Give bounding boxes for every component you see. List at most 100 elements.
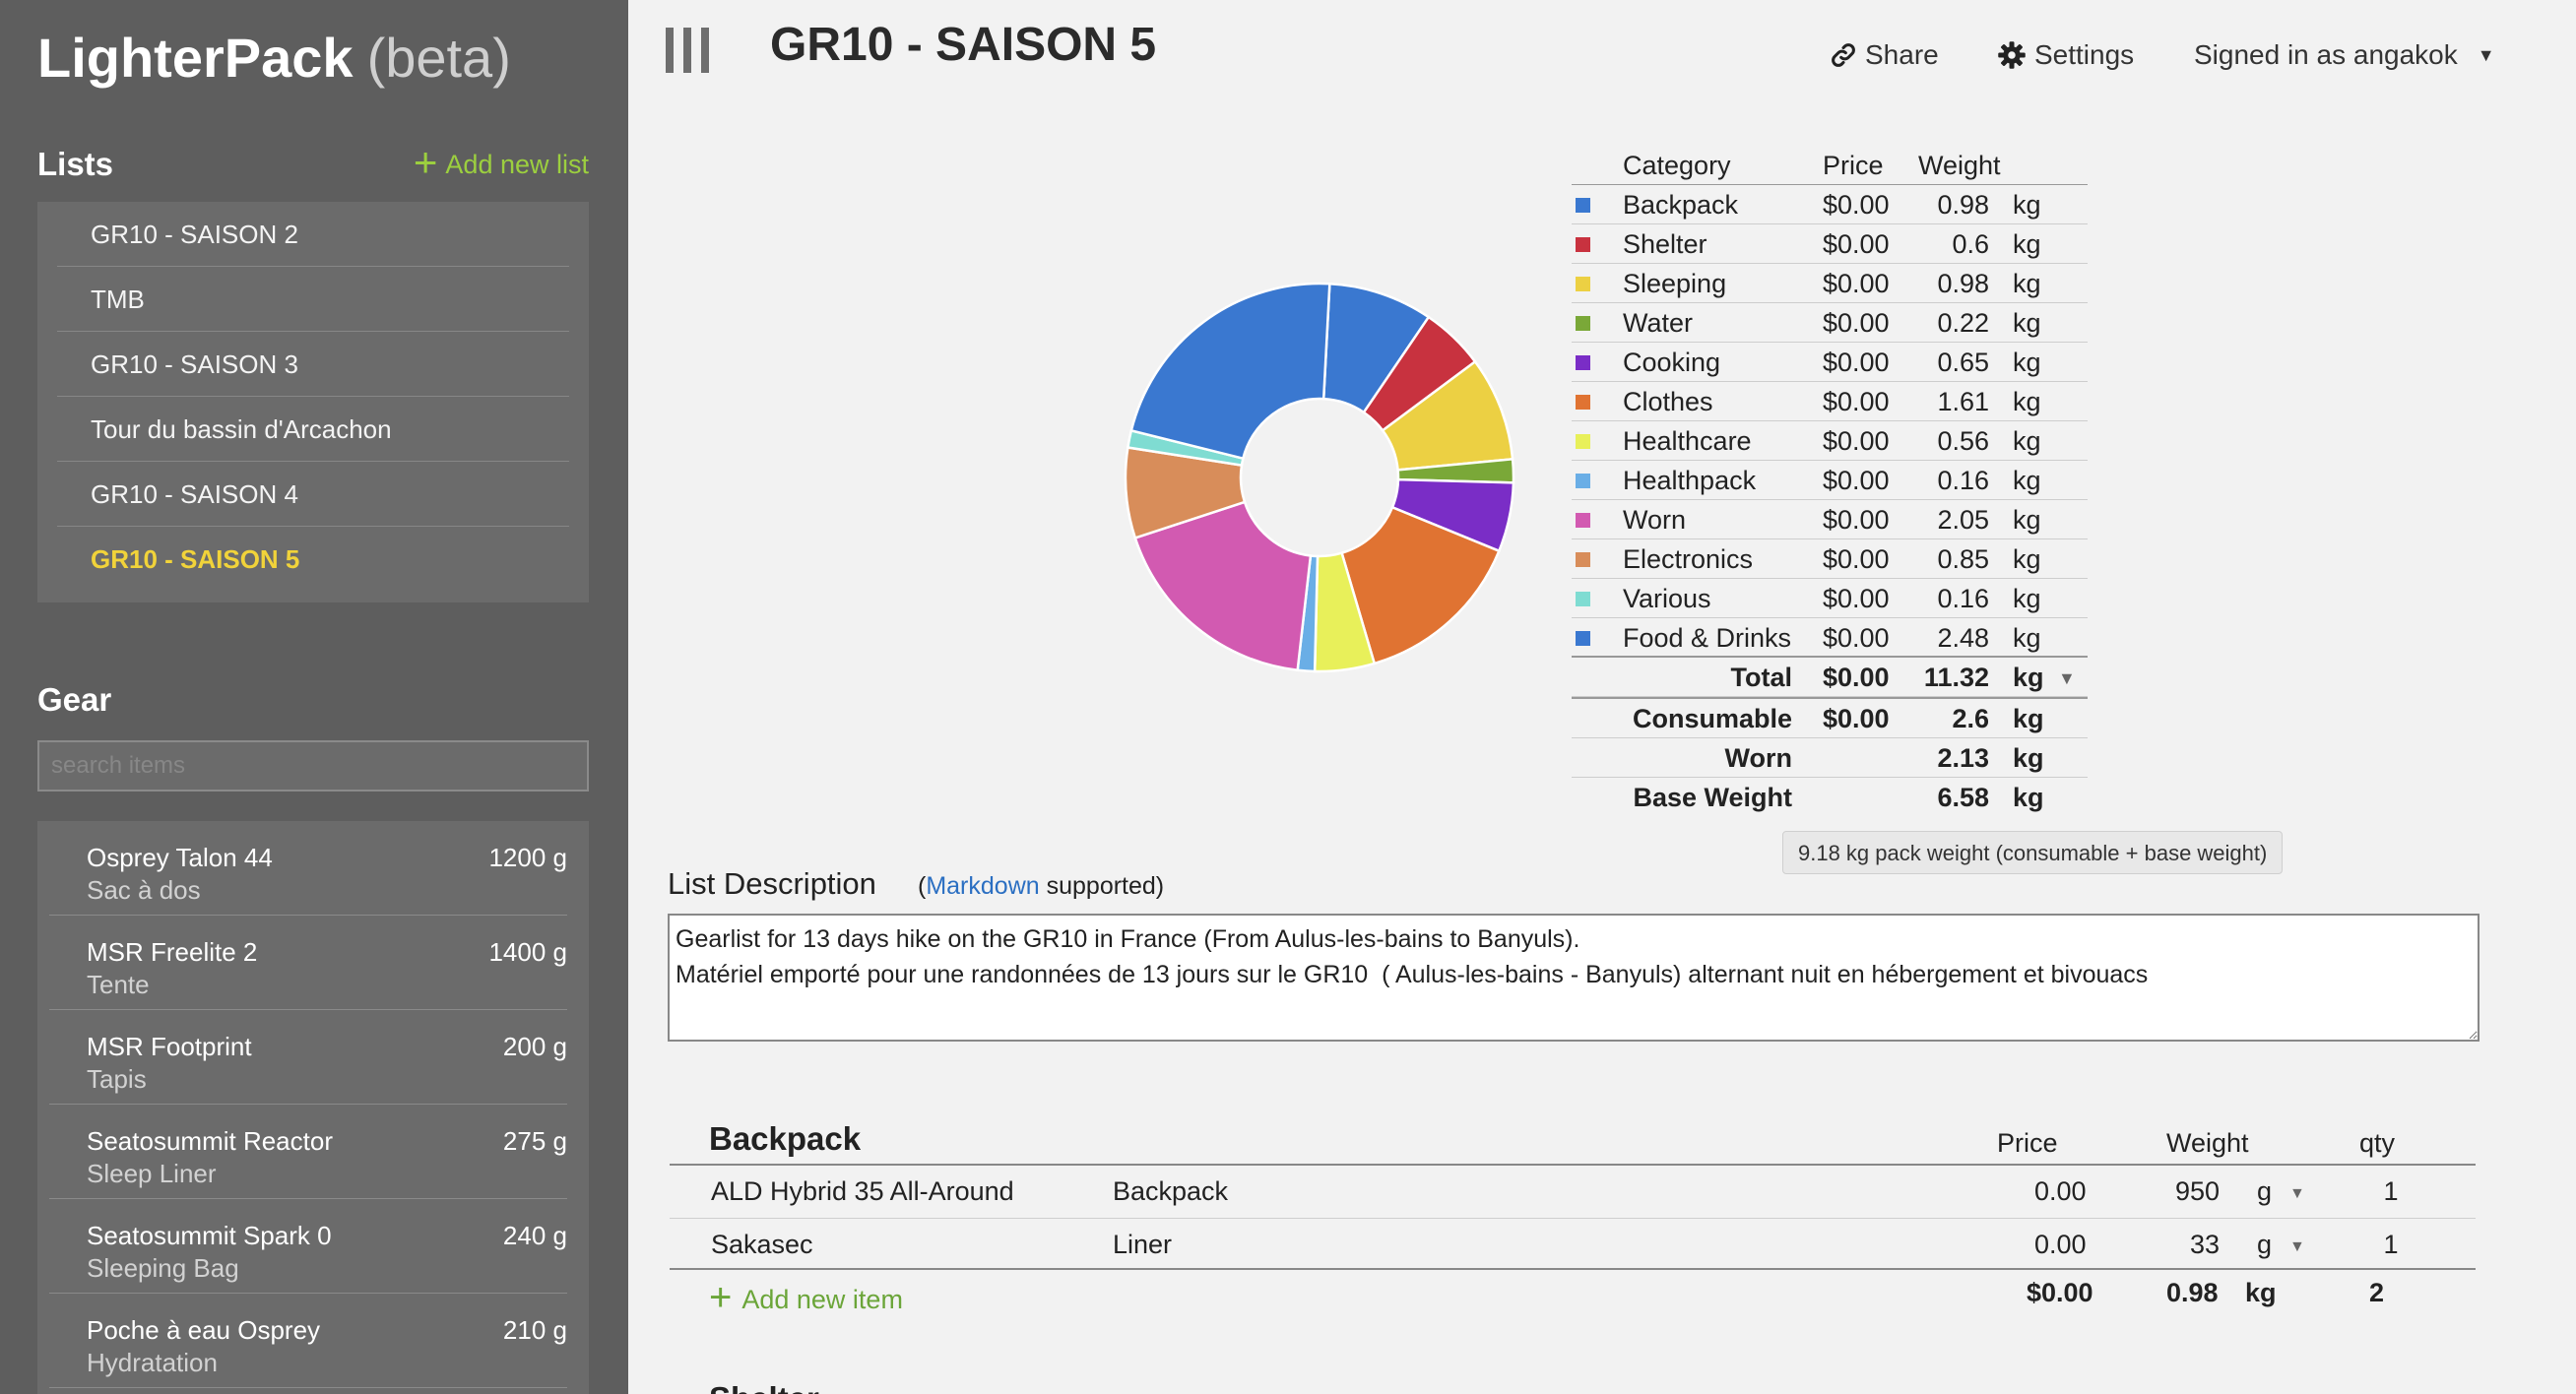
list-item[interactable]: Tour du bassin d'Arcachon [57, 397, 569, 462]
summary-category: Worn [1623, 505, 1687, 535]
gear-item[interactable]: Poche à eau Osprey Hydratation 210 g [49, 1294, 567, 1388]
pie-slice-food-drinks[interactable] [1129, 282, 1331, 461]
summary-category: Cooking [1623, 348, 1721, 377]
brand-name: LighterPack [37, 27, 354, 89]
account-menu[interactable]: Signed in as angakok ▼ [2194, 39, 2495, 71]
summary-price: $0.00 [1823, 505, 1890, 535]
summary-price: $0.00 [1823, 544, 1890, 574]
summary-category: Healthpack [1623, 466, 1757, 495]
item-price[interactable]: 0.00 [2034, 1176, 2087, 1206]
list-description-textarea[interactable] [668, 914, 2479, 1042]
list-item[interactable]: GR10 - SAISON 4 [57, 462, 569, 527]
gear-item-name: MSR Freelite 2 [87, 937, 258, 967]
summary-row[interactable]: Worn $0.00 2.05 kg [1572, 500, 2088, 539]
item-name[interactable]: Sakasec [711, 1230, 813, 1259]
summary-unit: kg [2013, 426, 2041, 456]
column-header-price: Price [1997, 1128, 2058, 1158]
worn-weight: 2.13 [1937, 743, 1989, 773]
summary-row[interactable]: Water $0.00 0.22 kg [1572, 303, 2088, 343]
summary-row[interactable]: Various $0.00 0.16 kg [1572, 579, 2088, 618]
summary-weight: 0.6 [1952, 229, 1989, 259]
list-item[interactable]: GR10 - SAISON 2 [57, 202, 569, 267]
category-color-swatch [1576, 198, 1590, 213]
pie-slice-worn[interactable] [1133, 500, 1313, 672]
category-color-swatch [1576, 434, 1590, 449]
gear-item-weight: 275 g [502, 1126, 567, 1156]
worn-label: Worn [1724, 743, 1793, 773]
list-title[interactable]: GR10 - SAISON 5 [770, 19, 1157, 71]
share-button[interactable]: Share [1830, 39, 1939, 71]
settings-label: Settings [2034, 39, 2135, 70]
category-color-swatch [1576, 237, 1590, 252]
search-items-input[interactable] [37, 740, 589, 792]
summary-unit: kg [2013, 348, 2041, 377]
item-qty[interactable]: 1 [2383, 1176, 2399, 1206]
summary-weight: 0.85 [1937, 544, 1989, 574]
gear-item-desc: Sleeping Bag [87, 1253, 239, 1283]
summary-unit: kg [2013, 269, 2041, 298]
list-item[interactable]: GR10 - SAISON 3 [57, 332, 569, 397]
unit-caret-icon[interactable]: ▼ [2058, 668, 2076, 688]
summary-row[interactable]: Healthpack $0.00 0.16 kg [1572, 461, 2088, 500]
unit-caret-icon[interactable]: ▼ [2289, 1238, 2305, 1255]
summary-base-weight-row[interactable]: Base Weight 6.58 kg [1572, 778, 2088, 817]
gear-item-name: MSR Footprint [87, 1032, 252, 1061]
settings-button[interactable]: Settings [1997, 39, 2134, 71]
item-unit[interactable]: g [2257, 1176, 2273, 1206]
gear-item[interactable]: MSR Freelite 2 Tente 1400 g [49, 916, 567, 1010]
item-name[interactable]: ALD Hybrid 35 All-Around [711, 1176, 1014, 1206]
summary-row[interactable]: Food & Drinks $0.00 2.48 kg [1572, 618, 2088, 658]
item-weight[interactable]: 33 [2189, 1230, 2220, 1259]
gear-item[interactable]: MSR Footprint Tapis 200 g [49, 1010, 567, 1105]
item-unit[interactable]: g [2257, 1230, 2273, 1259]
gear-item[interactable]: Seatosummit Spark 0 Sleeping Bag 240 g [49, 1199, 567, 1294]
category-title[interactable]: Backpack [709, 1120, 862, 1157]
summary-unit: kg [2013, 505, 2041, 535]
add-new-item-button[interactable]: + Add new item [709, 1278, 903, 1317]
category-total-qty: 2 [2369, 1278, 2385, 1307]
plus-icon: + [709, 1276, 733, 1319]
summary-row[interactable]: Backpack $0.00 0.98 kg [1572, 185, 2088, 224]
summary-unit: kg [2013, 466, 2041, 495]
unit-caret-icon[interactable]: ▼ [2289, 1185, 2305, 1202]
summary-price: $0.00 [1823, 229, 1890, 259]
summary-row[interactable]: Sleeping $0.00 0.98 kg [1572, 264, 2088, 303]
gear-item-desc: Sac à dos [87, 875, 201, 905]
summary-category: Water [1623, 308, 1694, 338]
sidebar-toggle-icon[interactable] [666, 28, 711, 73]
share-label: Share [1865, 39, 1939, 70]
gear-item[interactable]: Seatosummit Reactor Sleep Liner 275 g [49, 1105, 567, 1199]
summary-row[interactable]: Clothes $0.00 1.61 kg [1572, 382, 2088, 421]
item-price[interactable]: 0.00 [2034, 1230, 2087, 1259]
summary-price: $0.00 [1823, 190, 1890, 220]
list-description-label: List Description [668, 866, 876, 901]
summary-category: Various [1623, 584, 1711, 613]
markdown-note: (Markdown supported) [918, 872, 1164, 901]
item-weight[interactable]: 950 [2174, 1176, 2220, 1206]
list-item-active[interactable]: GR10 - SAISON 5 [91, 544, 300, 574]
gear-item-desc: Tente [87, 970, 150, 999]
add-new-list-button[interactable]: + Add new list [414, 142, 589, 183]
next-category-title[interactable]: Shelter [709, 1380, 819, 1394]
summary-category: Backpack [1623, 190, 1739, 220]
summary-price: $0.00 [1823, 269, 1890, 298]
gear-title: Gear [37, 681, 112, 718]
summary-header-category: Category [1623, 151, 1731, 180]
summary-unit: kg [2013, 584, 2041, 613]
summary-row[interactable]: Healthcare $0.00 0.56 kg [1572, 421, 2088, 461]
category-color-swatch [1576, 631, 1590, 646]
pie-slice-clothes[interactable] [1340, 505, 1501, 665]
summary-unit: kg [2013, 544, 2041, 574]
list-item[interactable]: TMB [57, 267, 569, 332]
item-desc[interactable]: Liner [1113, 1230, 1173, 1259]
summary-total-row: Total $0.00 11.32 kg ▼ [1572, 656, 2088, 697]
summary-row[interactable]: Cooking $0.00 0.65 kg [1572, 343, 2088, 382]
total-unit[interactable]: kg [2013, 663, 2044, 692]
summary-row[interactable]: Shelter $0.00 0.6 kg [1572, 224, 2088, 264]
summary-unit: kg [2013, 229, 2041, 259]
markdown-link[interactable]: Markdown [926, 872, 1040, 900]
gear-item[interactable]: Osprey Talon 44 Sac à dos 1200 g [49, 821, 567, 916]
summary-row[interactable]: Electronics $0.00 0.85 kg [1572, 539, 2088, 579]
item-qty[interactable]: 1 [2383, 1230, 2399, 1259]
item-desc[interactable]: Backpack [1113, 1176, 1229, 1206]
